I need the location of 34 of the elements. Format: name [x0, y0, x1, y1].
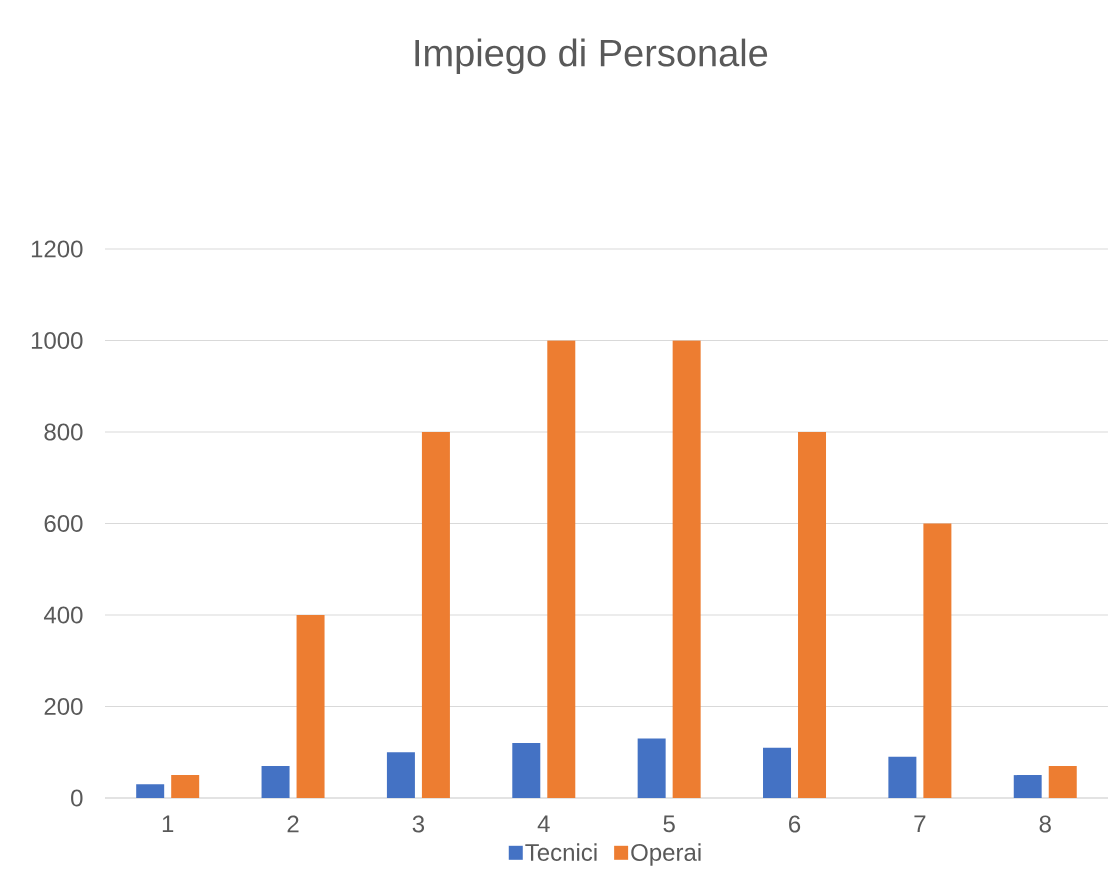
x-tick-label: 4	[537, 815, 550, 833]
bar	[888, 756, 917, 798]
y-tick-label: 600	[44, 515, 83, 532]
bar	[798, 431, 827, 798]
x-tick-label: 6	[789, 815, 801, 833]
y-tick-label: 400	[43, 606, 83, 624]
bar	[171, 775, 200, 798]
bar	[136, 784, 165, 798]
bar	[1013, 775, 1042, 798]
bar	[923, 523, 952, 798]
y-tick-label: 200	[44, 698, 83, 715]
bar	[421, 431, 450, 798]
bar	[1048, 765, 1077, 798]
y-tick-label: 1200	[31, 240, 83, 258]
bar	[763, 747, 792, 798]
y-tick-label: 800	[44, 423, 83, 441]
chart-title: Impiego di Personale	[415, 38, 768, 75]
bar	[672, 340, 701, 798]
x-tick-label: 7	[914, 815, 926, 833]
x-tick-label: 8	[1039, 815, 1051, 833]
x-tick-label: 3	[412, 815, 425, 833]
bar	[261, 765, 290, 798]
x-tick-label: 5	[663, 815, 675, 833]
bar	[637, 738, 666, 798]
bar	[547, 340, 576, 798]
x-tick-label: 1	[162, 815, 174, 833]
bar	[386, 752, 415, 798]
legend-label: Operai	[631, 843, 701, 866]
bar	[296, 614, 325, 798]
bar	[512, 743, 541, 798]
y-tick-label: 1000	[31, 332, 83, 349]
legend-label: Tecnici	[525, 843, 597, 861]
x-tick-label: 2	[287, 815, 299, 833]
y-tick-label: 0	[71, 789, 83, 807]
